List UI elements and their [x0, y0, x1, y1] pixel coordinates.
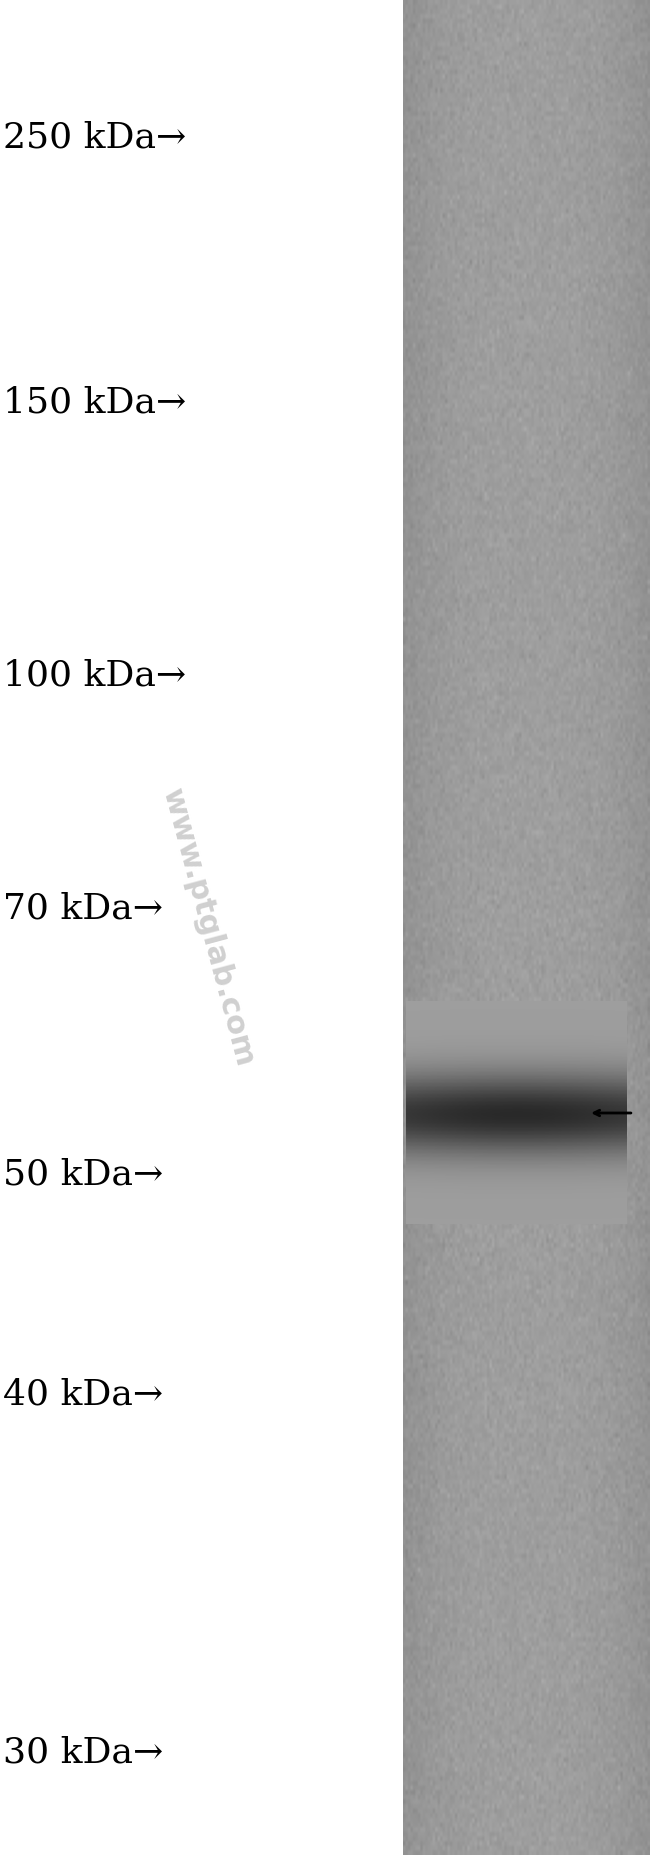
Text: 30 kDa→: 30 kDa→ [3, 1736, 164, 1770]
Text: 50 kDa→: 50 kDa→ [3, 1158, 164, 1191]
Text: www.ptglab.com: www.ptglab.com [157, 785, 259, 1070]
Text: 150 kDa→: 150 kDa→ [3, 386, 187, 419]
Text: 40 kDa→: 40 kDa→ [3, 1378, 163, 1412]
Text: 100 kDa→: 100 kDa→ [3, 659, 187, 692]
Text: 250 kDa→: 250 kDa→ [3, 121, 187, 154]
Text: 70 kDa→: 70 kDa→ [3, 892, 163, 926]
